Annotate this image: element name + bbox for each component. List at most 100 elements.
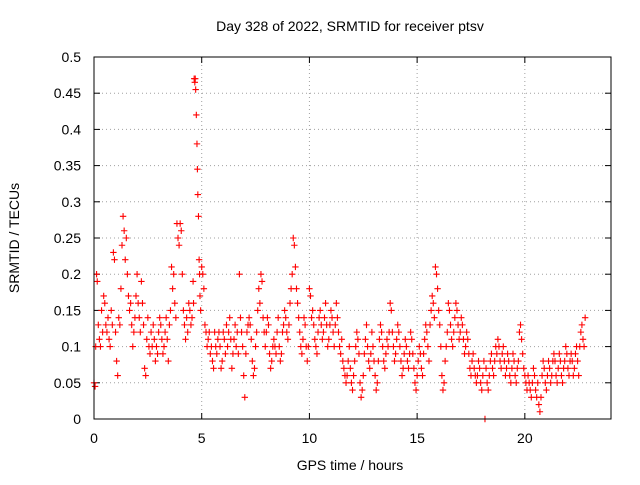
data-point [354,336,362,343]
data-point [194,191,202,198]
data-point [327,307,335,314]
data-point [287,285,295,292]
data-point [228,365,236,372]
data-point [319,336,326,343]
data-point [98,307,105,314]
data-point [284,336,292,343]
data-point [536,408,544,415]
data-point [283,328,290,336]
data-point [267,365,274,372]
data-point [94,278,101,285]
data-point [507,379,515,386]
data-point [199,271,206,278]
data-point [160,343,168,350]
data-point [104,314,112,321]
data-point [133,271,141,278]
data-point [452,299,460,307]
data-point [325,336,333,343]
data-point [265,321,272,329]
data-point [384,343,392,350]
data-point [570,372,577,379]
data-point [393,336,400,343]
data-point [401,350,408,358]
data-point [159,350,167,358]
data-point [182,336,189,343]
data-point [285,321,293,329]
data-point [255,285,262,292]
data-point [241,394,248,401]
data-point [106,343,114,350]
data-point [306,285,313,292]
data-point [296,328,303,336]
data-point [136,314,143,321]
data-point [514,365,521,372]
data-point [313,350,321,358]
data-point [518,336,525,343]
data-point [187,321,195,329]
data-point [102,321,110,329]
data-point [555,365,562,372]
data-point [407,328,414,336]
data-point [553,379,561,386]
data-point [294,299,301,307]
data-point [395,328,403,336]
data-point [152,357,159,365]
data-point [378,328,385,336]
data-point [120,227,128,234]
data-point [270,336,278,343]
y-tick-label: 0 [73,411,81,427]
data-point [274,314,282,321]
x-tick-label: 0 [90,430,98,446]
data-point [127,299,134,307]
data-point [333,299,340,307]
data-point [310,321,317,329]
data-point [575,372,582,379]
data-point [539,357,547,365]
data-point [474,372,481,379]
data-point [506,372,513,379]
data-point [321,314,328,321]
data-point [404,357,411,365]
data-point [364,343,371,350]
data-point [353,328,361,336]
data-point [118,242,126,249]
data-point [139,299,146,307]
data-point [464,336,471,343]
data-point [471,365,478,372]
data-point [301,321,309,329]
y-axis-label: SRMTID / TECUs [6,183,22,293]
data-point [409,350,417,358]
data-point [216,343,224,350]
data-point [206,328,213,336]
data-point [246,321,254,329]
data-point [564,365,572,372]
data-point [221,336,228,343]
data-point [101,299,108,307]
data-point [312,343,320,350]
data-point [421,336,428,343]
data-point [355,350,363,358]
data-point [140,321,147,329]
data-point [243,328,251,336]
data-point [109,321,116,329]
data-point [298,350,306,358]
data-point [290,234,297,242]
data-point [240,372,247,379]
y-tick-label: 0.4 [62,121,82,137]
data-point [197,307,204,314]
data-point [193,140,201,148]
data-point [288,271,296,278]
data-point [463,328,470,336]
data-point [485,386,492,394]
data-point [162,314,170,321]
data-point [181,321,188,329]
data-point [458,314,465,321]
data-point [332,321,339,329]
data-point [337,350,344,358]
data-point [439,386,447,394]
data-point [342,379,350,386]
data-point [129,343,136,350]
data-point [209,357,216,365]
data-point [334,314,341,321]
